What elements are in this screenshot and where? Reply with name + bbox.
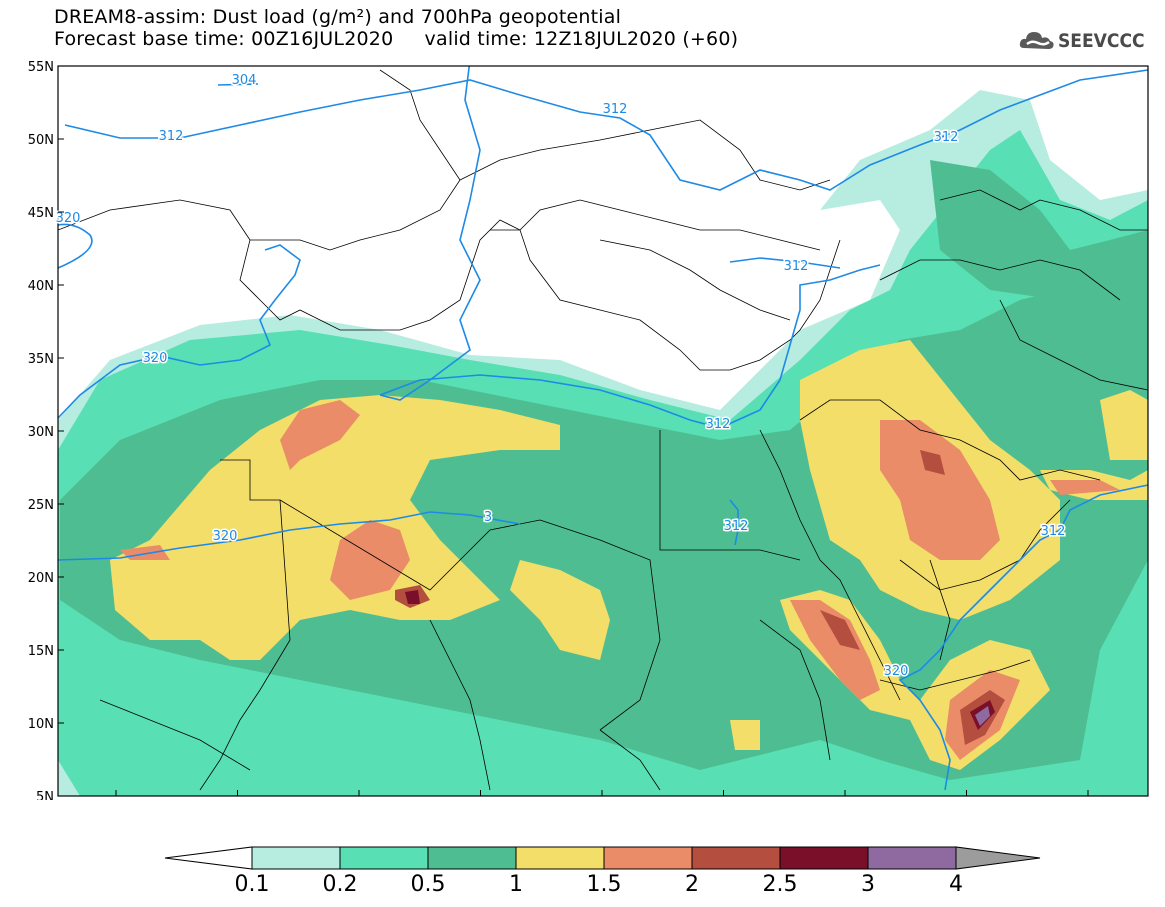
colorbar-legend: 0.1 0.2 0.5 1 1.5 2 2.5 3 4 (164, 846, 1041, 897)
lat-label: 50N (28, 133, 54, 148)
legend-color-box (779, 846, 869, 870)
coastlines (58, 69, 1148, 791)
dust-load-map: 304 312 312 312 312 312 312 312 320 320 320 320 3 55… (28, 60, 1149, 800)
legend-color-box (427, 846, 517, 870)
contour-label: 320 (56, 211, 81, 226)
legend-overflow-arrow (955, 846, 1041, 870)
contour-label: 312 (784, 259, 809, 274)
contour-label: 3 (484, 510, 492, 525)
lat-label: 15N (28, 644, 54, 659)
contour-labels: 304 312 312 312 312 312 312 312 320 320 320 320 3 (54, 72, 1067, 681)
map-title: DREAM8-assim: Dust load (g/m²) and 700hP… (54, 6, 622, 28)
lat-label: 10N (28, 717, 54, 732)
cloud-icon (1019, 32, 1054, 49)
lat-label: 40N (28, 279, 54, 294)
latitude-axis: 55N 50N 45N 40N 35N 30N 25N 20N 15N 10N 5N (28, 60, 64, 800)
legend-tick-label: 0.1 (235, 872, 270, 897)
lat-label: 20N (28, 571, 54, 586)
lat-label: 35N (28, 352, 54, 367)
legend-color-box (603, 846, 693, 870)
contour-label: 312 (934, 130, 959, 145)
legend-color-box (691, 846, 781, 870)
legend-tick-label: 2 (685, 872, 699, 897)
legend-tick-label: 3 (861, 872, 875, 897)
lat-label: 5N (36, 790, 54, 800)
legend-color-box (515, 846, 605, 870)
legend-color-box (339, 846, 429, 870)
contour-label: 320 (213, 529, 238, 544)
legend-color-box (867, 846, 957, 870)
map-subtitle-times: Forecast base time: 00Z16JUL2020 valid t… (54, 28, 739, 50)
geopotential-contours (58, 66, 1148, 791)
contour-label: 312 (724, 519, 749, 534)
logo-text: SEEVCCC (1058, 30, 1145, 52)
contour-label: 312 (706, 417, 731, 432)
lat-label: 30N (28, 425, 54, 440)
legend-tick-label: 2.5 (763, 872, 798, 897)
seevccc-logo: SEEVCCC (1018, 28, 1158, 56)
legend-underflow-arrow (164, 846, 253, 870)
contour-label: 320 (884, 664, 909, 679)
lat-label: 55N (28, 60, 54, 75)
contour-label: 320 (143, 351, 168, 366)
legend-tick-label: 0.5 (411, 872, 446, 897)
lat-label: 25N (28, 498, 54, 513)
contour-label: 312 (159, 129, 184, 144)
dust-field (58, 66, 1148, 796)
legend-tick-label: 0.2 (323, 872, 358, 897)
contour-label: 304 (232, 73, 257, 88)
legend-tick-label: 1 (509, 872, 523, 897)
longitude-axis: 20W10W010E20E30E40E50E60E (115, 790, 1089, 796)
lat-label: 45N (28, 206, 54, 221)
legend-tick-label: 1.5 (587, 872, 622, 897)
contour-label: 312 (603, 102, 628, 117)
legend-color-box (251, 846, 341, 870)
legend-tick-label: 4 (949, 872, 963, 897)
contour-label: 312 (1041, 524, 1066, 539)
